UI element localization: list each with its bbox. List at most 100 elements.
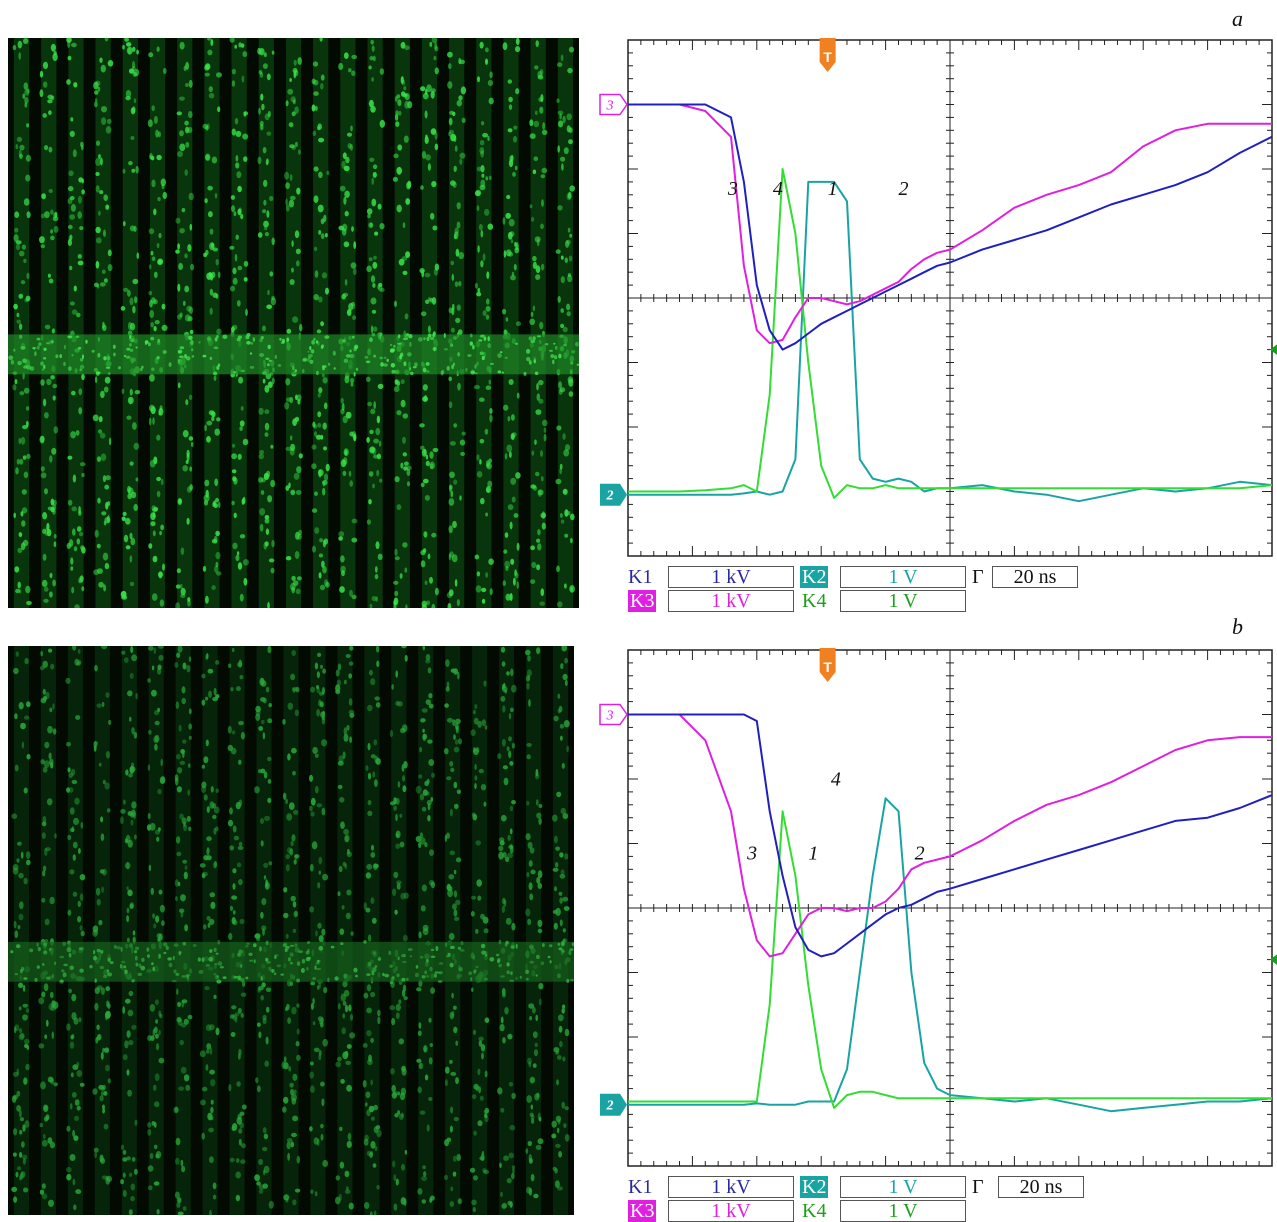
band-speckle — [248, 952, 253, 956]
stripe — [231, 38, 247, 608]
speckle — [71, 993, 77, 1002]
speckle — [351, 70, 356, 77]
speckle — [319, 584, 326, 591]
band-speckle — [327, 977, 330, 983]
speckle — [182, 739, 187, 744]
speckle — [470, 729, 476, 736]
speckle — [423, 1044, 428, 1053]
band-speckle — [181, 975, 187, 978]
speckle — [375, 646, 380, 653]
band-speckle — [497, 353, 502, 358]
speckle — [456, 202, 461, 210]
speckle — [69, 1154, 76, 1161]
speckle — [153, 1144, 158, 1150]
speckle — [66, 1125, 71, 1132]
speckle — [162, 563, 165, 571]
speckle — [398, 110, 402, 116]
speckle — [296, 260, 300, 267]
speckle — [318, 171, 323, 178]
speckle — [285, 933, 289, 939]
speckle — [258, 1158, 263, 1166]
speckle — [264, 52, 267, 58]
speckle — [177, 314, 182, 320]
ch3-marker: 3 — [599, 93, 628, 116]
speckle — [289, 1082, 294, 1088]
band-speckle — [333, 367, 336, 370]
speckle — [235, 234, 239, 240]
speckle — [40, 244, 45, 249]
speckle — [43, 81, 48, 88]
speckle — [260, 911, 264, 919]
band-speckle — [557, 973, 561, 979]
speckle — [136, 252, 140, 259]
speckle — [104, 1047, 110, 1053]
speckle — [536, 1092, 540, 1099]
speckle — [203, 756, 209, 764]
band-speckle — [407, 948, 413, 951]
speckle — [121, 650, 126, 655]
speckle — [22, 455, 27, 460]
time-base-value: 20 ns — [992, 566, 1078, 588]
speckle — [152, 555, 158, 563]
speckle — [231, 68, 236, 75]
speckle — [397, 781, 401, 788]
speckle — [350, 931, 354, 936]
speckle — [49, 896, 55, 905]
speckle — [266, 304, 273, 310]
speckle — [174, 662, 179, 668]
speckle — [229, 1157, 235, 1163]
band-speckle — [55, 354, 59, 359]
speckle — [453, 165, 457, 172]
speckle — [127, 322, 133, 330]
band-speckle — [365, 360, 371, 364]
band-speckle — [287, 957, 291, 962]
speckle — [135, 165, 139, 174]
speckle — [41, 193, 46, 200]
speckle — [316, 685, 319, 690]
speckle — [260, 768, 266, 774]
band-speckle — [46, 976, 51, 980]
speckle — [396, 166, 403, 175]
speckle — [292, 687, 298, 692]
speckle — [353, 433, 357, 442]
speckle — [120, 816, 124, 825]
speckle — [363, 992, 369, 999]
speckle — [534, 236, 541, 243]
speckle — [73, 546, 78, 552]
speckle — [391, 684, 394, 690]
speckle — [44, 488, 48, 495]
speckle — [297, 398, 301, 405]
band-speckle — [191, 355, 195, 358]
speckle — [434, 67, 439, 75]
band-speckle — [277, 364, 282, 367]
speckle — [416, 1058, 422, 1063]
speckle — [238, 659, 243, 668]
speckle — [233, 211, 237, 217]
speckle — [232, 883, 236, 890]
speckle — [180, 583, 183, 590]
speckle — [562, 1004, 566, 1009]
speckle — [501, 685, 508, 693]
speckle — [432, 447, 439, 453]
speckle — [79, 925, 83, 931]
speckle — [158, 232, 162, 239]
trace-1 — [628, 168, 1273, 499]
band-speckle — [526, 357, 531, 362]
speckle — [367, 213, 371, 219]
band-speckle — [426, 975, 429, 978]
speckle — [461, 117, 466, 124]
speckle — [23, 258, 27, 263]
speckle — [541, 511, 546, 519]
stripe-pattern — [11, 646, 571, 1215]
speckle — [263, 697, 267, 704]
speckle — [558, 1151, 562, 1158]
speckle — [76, 538, 81, 545]
speckle — [268, 861, 273, 866]
speckle — [400, 1087, 407, 1096]
speckle — [216, 417, 221, 422]
speckle — [475, 189, 482, 197]
speckle — [404, 1149, 408, 1155]
speckle — [557, 1014, 564, 1022]
speckle — [18, 532, 23, 538]
